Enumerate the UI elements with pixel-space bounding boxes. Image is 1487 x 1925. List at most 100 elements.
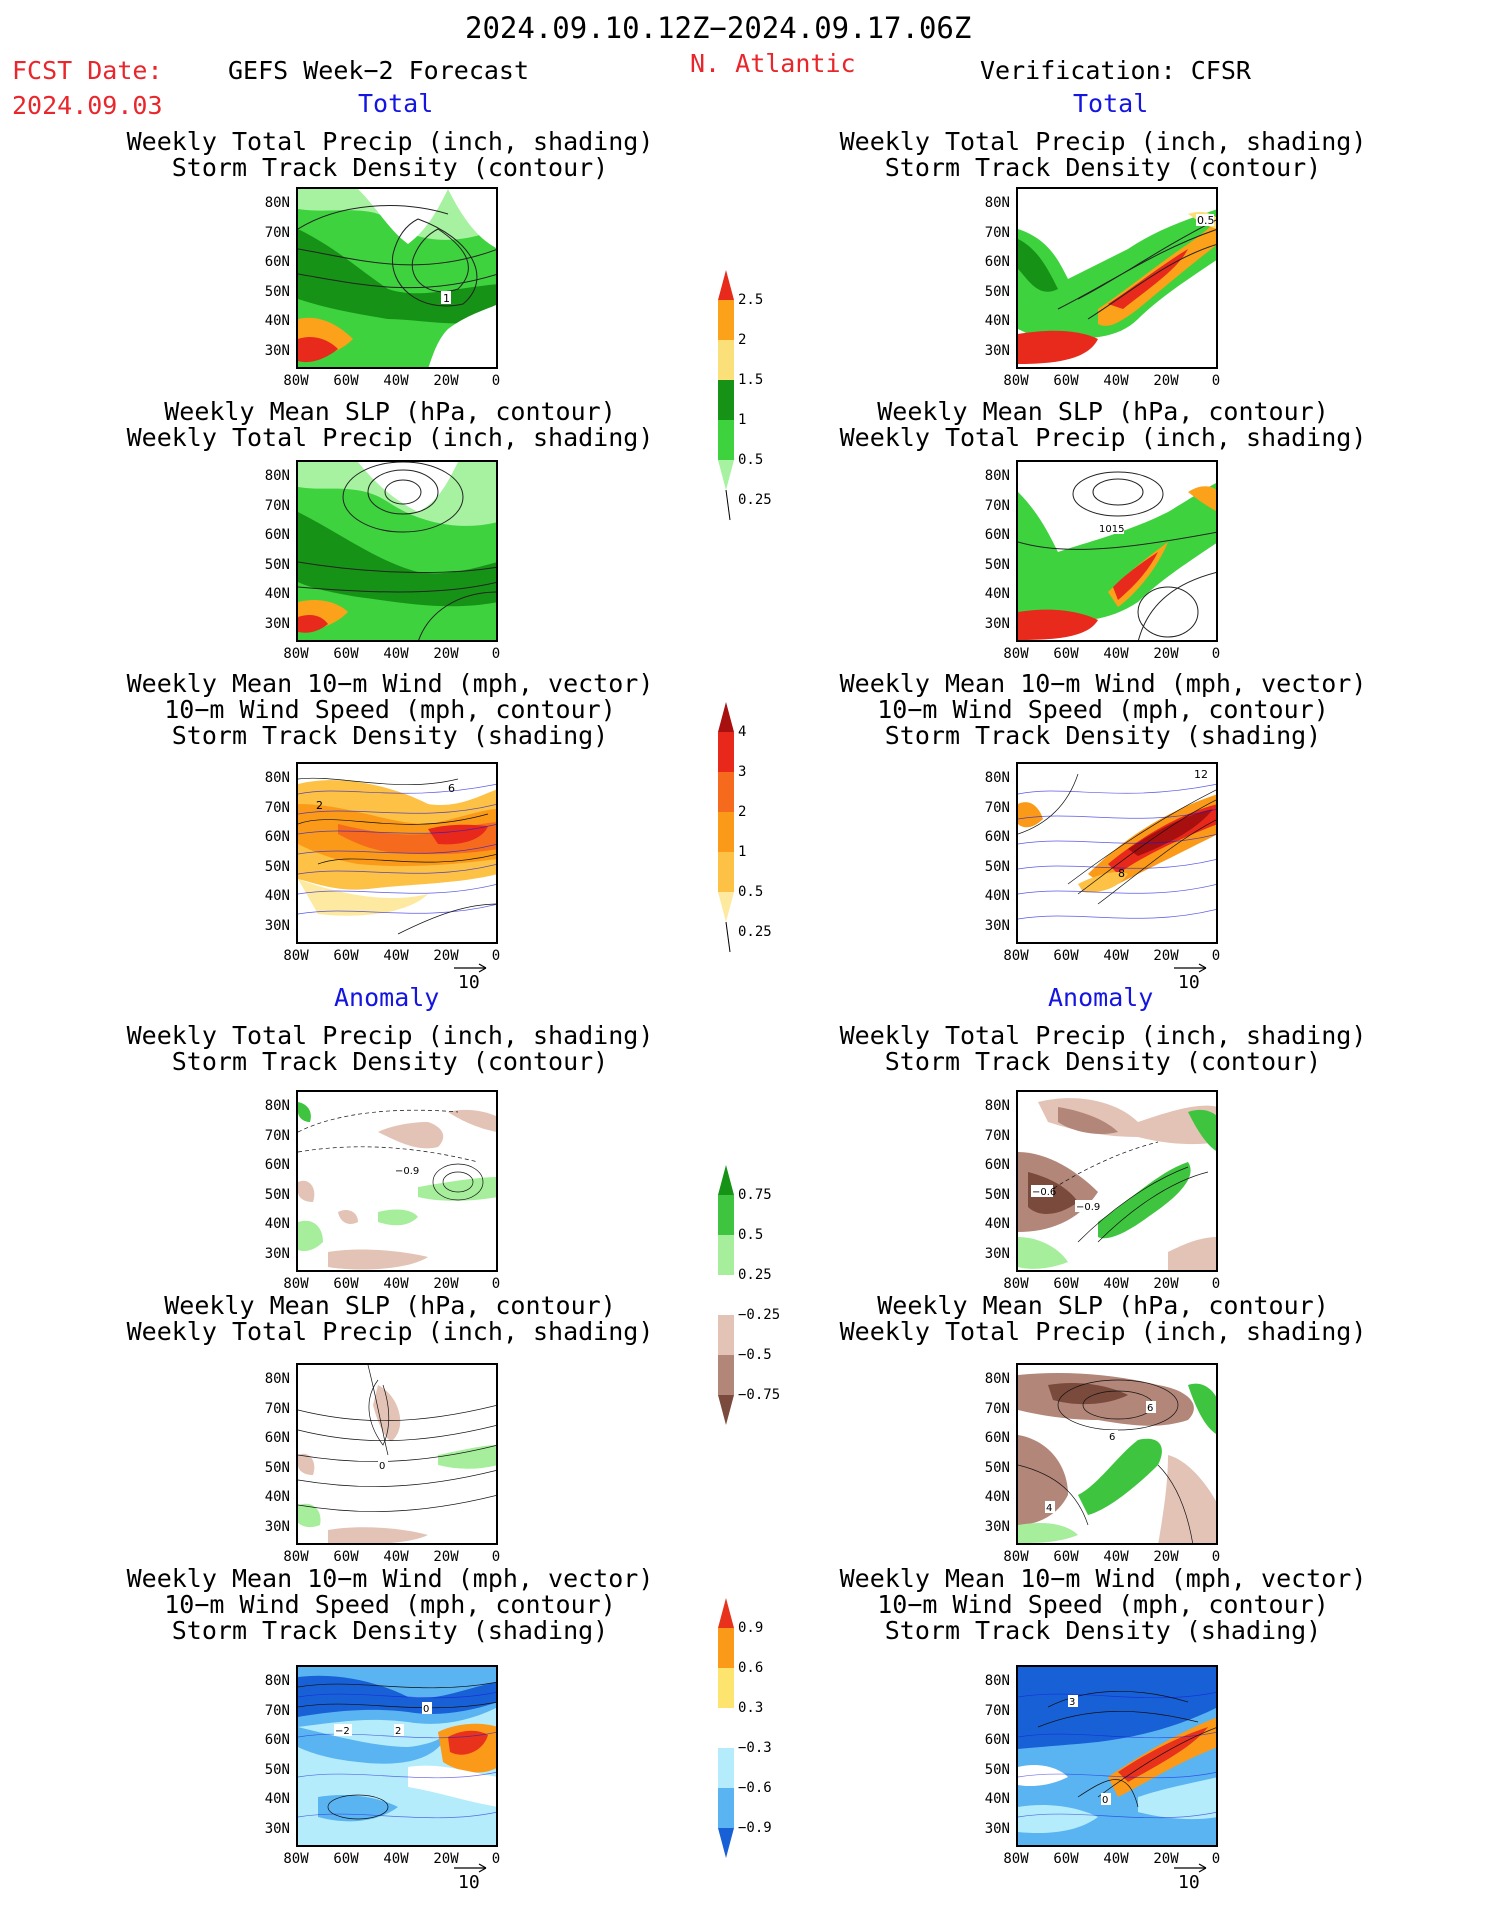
- lat-tick-label: 60N: [984, 527, 1010, 543]
- colorbar-swatch: [718, 772, 734, 812]
- lon-tick-label: 60W: [333, 646, 359, 662]
- lat-tick-label: 40N: [264, 1216, 290, 1232]
- lat-tick-label: 60N: [264, 829, 290, 845]
- colorbar-label: 1.5: [738, 372, 764, 388]
- lon-tick-label: 60W: [1053, 948, 1079, 964]
- contour-label: 4: [1046, 1503, 1052, 1514]
- lat-tick-label: 80N: [984, 1098, 1010, 1114]
- lon-tick-label: 60W: [333, 373, 359, 389]
- model-title: GEFS Week−2 Forecast: [228, 56, 530, 85]
- lat-tick-label: 80N: [264, 468, 290, 484]
- lat-tick-label: 50N: [984, 1459, 1010, 1476]
- lat-tick-label: 30N: [264, 1245, 290, 1262]
- colorbar-swatch: [718, 1235, 734, 1275]
- lat-tick-label: 30N: [264, 615, 290, 632]
- lat-tick-label: 60N: [984, 1157, 1010, 1173]
- colorbar-swatch: [718, 1315, 734, 1355]
- contour-label: 1: [443, 292, 450, 305]
- vector-scale-arrow: [1174, 963, 1207, 973]
- contour-label: 0: [1102, 1795, 1108, 1806]
- colorbar-label: 0.5: [738, 884, 764, 900]
- title-fcst-anom-slp-1: Weekly Mean SLP (hPa, contour): [164, 1291, 616, 1320]
- contour-label: 12: [1194, 768, 1208, 781]
- colorbar-label: 0.9: [738, 1620, 764, 1636]
- lon-tick-label: 40W: [1103, 948, 1129, 964]
- map-cfsr-total-slp: 1015: [1016, 460, 1218, 642]
- colorbar-label: −0.3: [738, 1740, 772, 1756]
- lon-tick-label: 40W: [383, 1851, 409, 1867]
- lon-tick-label: 0: [1211, 1276, 1221, 1292]
- lon-tick-label: 60W: [333, 948, 359, 964]
- lat-tick-label: 50N: [264, 858, 290, 875]
- lat-tick-label: 50N: [264, 283, 290, 300]
- colorbar-label: 3: [738, 764, 747, 780]
- map-cfsr-total-wind: 12 8: [1016, 762, 1218, 944]
- vector-scale-value: 10: [1178, 1872, 1200, 1893]
- lon-tick-label: 80W: [283, 646, 309, 662]
- lon-tick-label: 60W: [1053, 1549, 1079, 1565]
- title-fcst-anom-wind-1: Weekly Mean 10−m Wind (mph, vector): [126, 1564, 654, 1593]
- date-range: 2024.09.10.12Z−2024.09.17.06Z: [465, 11, 972, 45]
- colorbar-label: −0.9: [738, 1820, 772, 1836]
- lat-tick-label: 60N: [264, 527, 290, 543]
- colorbar-label: 0.3: [738, 1700, 764, 1716]
- lon-tick-label: 0: [1211, 1851, 1221, 1867]
- lat-tick-label: 70N: [264, 1702, 290, 1719]
- contour-label: 6: [1109, 1432, 1115, 1443]
- lat-tick-label: 40N: [264, 1791, 290, 1807]
- lon-tick-label: 60W: [333, 1549, 359, 1565]
- colorbar-label: 0.6: [738, 1660, 764, 1676]
- lat-tick-label: 50N: [984, 283, 1010, 300]
- colorbar-label: −0.6: [738, 1780, 772, 1796]
- lat-tick-label: 70N: [984, 1127, 1010, 1144]
- lat-tick-label: 30N: [984, 917, 1010, 934]
- lon-tick-label: 20W: [433, 646, 459, 662]
- lat-tick-label: 30N: [264, 1518, 290, 1535]
- verification-title: Verification: CFSR: [980, 56, 1251, 85]
- lat-tick-label: 60N: [984, 1732, 1010, 1748]
- map-cfsr-anom-slp: 6 6 4: [1016, 1363, 1218, 1545]
- title-fcst-anom-wind-2: 10−m Wind Speed (mph, contour): [164, 1590, 616, 1619]
- lat-tick-label: 50N: [264, 1459, 290, 1476]
- map-fcst-total-wind: 2 6: [296, 762, 498, 944]
- colorbar-swatch: [718, 300, 734, 340]
- contour-label: −0.9: [1076, 1202, 1100, 1213]
- lat-tick-label: 70N: [264, 1400, 290, 1417]
- map-fcst-total-precip: 1: [296, 187, 498, 369]
- lon-tick-label: 20W: [433, 1851, 459, 1867]
- colorbar-track-anom: 0.9 0.6 0.3 −0.3 −0.6 −0.9: [718, 1596, 818, 1886]
- lat-tick-label: 80N: [264, 1371, 290, 1387]
- lon-tick-label: 60W: [1053, 1851, 1079, 1867]
- title-cfsr-total-wind-1: Weekly Mean 10−m Wind (mph, vector): [839, 669, 1367, 698]
- lon-tick-label: 60W: [1053, 373, 1079, 389]
- vector-scale-arrow: [454, 1863, 487, 1873]
- lat-tick-label: 80N: [984, 468, 1010, 484]
- colorbar-graphic: [718, 1598, 734, 1858]
- lon-tick-label: 0: [1211, 1549, 1221, 1565]
- lon-tick-label: 80W: [283, 1549, 309, 1565]
- colorbar-swatch: [718, 892, 734, 922]
- map-fcst-anom-wind: −2 2 0: [296, 1665, 498, 1847]
- title-cfsr-total-precip-2: Storm Track Density (contour): [884, 153, 1322, 182]
- lon-tick-label: 0: [491, 373, 501, 389]
- lat-tick-label: 40N: [264, 1489, 290, 1505]
- map-fcst-anom-slp: 0: [296, 1363, 498, 1545]
- lat-tick-label: 60N: [264, 1157, 290, 1173]
- lon-tick-label: 80W: [1003, 1549, 1029, 1565]
- colorbar-label: 1: [738, 844, 747, 860]
- colorbar-graphic: [718, 1165, 734, 1425]
- lon-tick-label: 0: [1211, 948, 1221, 964]
- title-fcst-anom-precip-1: Weekly Total Precip (inch, shading): [126, 1021, 654, 1050]
- contour-label: 1015: [1099, 524, 1124, 535]
- lat-tick-label: 30N: [264, 342, 290, 359]
- colorbar-swatch: [718, 1598, 734, 1628]
- colorbar-swatch: [718, 420, 734, 460]
- lon-tick-label: 40W: [1103, 1276, 1129, 1292]
- contour-label: 3: [1069, 1697, 1075, 1708]
- map-fcst-anom-precip: −0.9: [296, 1090, 498, 1272]
- vector-scale-value: 10: [1178, 972, 1200, 993]
- lon-tick-label: 60W: [1053, 1276, 1079, 1292]
- colorbar-swatch: [718, 852, 734, 892]
- lon-tick-label: 0: [1211, 646, 1221, 662]
- lat-tick-label: 30N: [984, 1820, 1010, 1837]
